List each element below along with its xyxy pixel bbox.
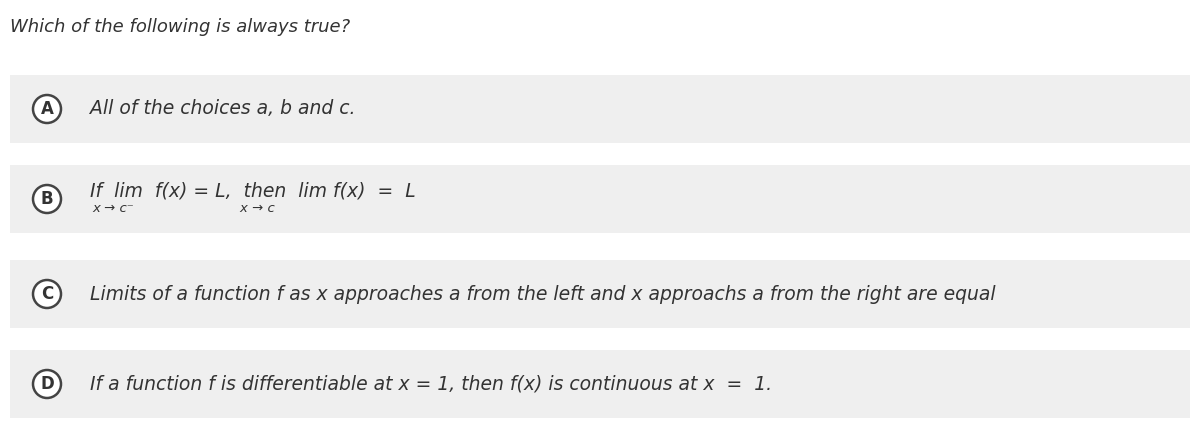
Text: B: B [41,190,53,208]
Bar [10,260,1190,328]
Circle shape [34,95,61,123]
Circle shape [34,280,61,308]
Text: If  lim  f(x) = L,  then  lim f(x)  =  L: If lim f(x) = L, then lim f(x) = L [90,181,415,200]
Text: Limits of a function f as x approaches a from the left and x approachs a from th: Limits of a function f as x approaches a… [90,285,996,304]
Text: A: A [41,100,54,118]
Circle shape [34,185,61,213]
Text: All of the choices a, b and c.: All of the choices a, b and c. [90,99,355,118]
Text: x → c⁻                         x → c: x → c⁻ x → c [92,203,275,216]
Bar [10,75,1190,143]
Text: D: D [40,375,54,393]
Text: If a function f is differentiable at x = 1, then f(x) is continuous at x  =  1.: If a function f is differentiable at x =… [90,375,772,394]
Bar [10,350,1190,418]
Text: C: C [41,285,53,303]
Bar [10,165,1190,233]
Circle shape [34,370,61,398]
Text: Which of the following is always true?: Which of the following is always true? [10,18,350,36]
